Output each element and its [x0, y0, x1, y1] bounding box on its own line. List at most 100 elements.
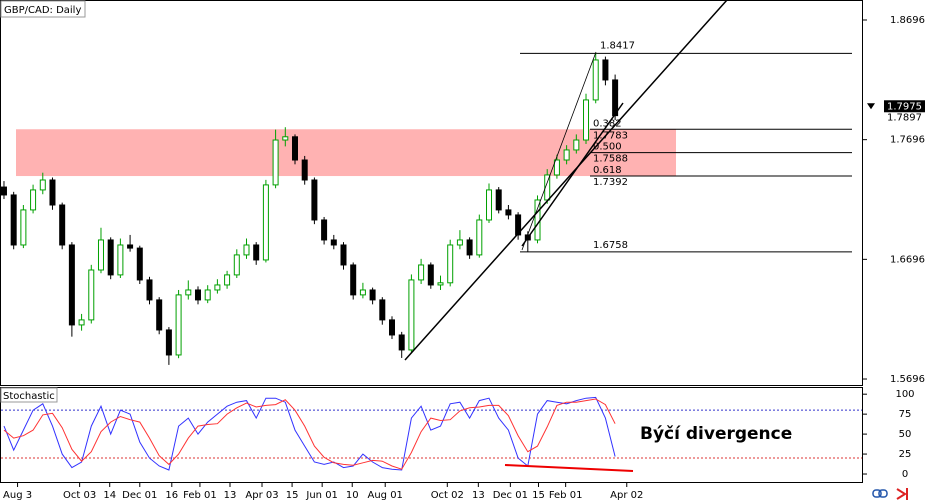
- candle-body: [146, 279, 153, 301]
- price-label: 1.7975: [887, 101, 922, 112]
- candle-body: [127, 244, 134, 249]
- candle-body: [447, 244, 454, 284]
- price-label: 1.7897: [887, 113, 922, 124]
- candle-body: [88, 269, 95, 321]
- y-tick-label: 0: [902, 469, 908, 480]
- link-icon[interactable]: [872, 489, 882, 498]
- price-marker: [867, 103, 875, 110]
- candle-body: [340, 244, 347, 266]
- candle-body: [534, 199, 541, 241]
- trendline: [521, 102, 624, 247]
- trendline: [404, 0, 728, 361]
- candle-body: [486, 189, 493, 221]
- candle-body: [495, 189, 502, 211]
- candle-body: [408, 279, 415, 351]
- x-tick-label: Aug 01: [367, 490, 402, 501]
- fib-price-label: 1.8417: [600, 40, 635, 51]
- fib-ratio-label: 0.382: [593, 118, 622, 129]
- stochastic-line: [3, 398, 616, 470]
- candle-body: [0, 186, 7, 196]
- y-tick-label: 1.7696: [890, 135, 925, 146]
- candle-body: [563, 149, 570, 161]
- candle-body: [553, 159, 560, 176]
- x-tick-label: 13: [472, 490, 485, 501]
- indicator-title: Stochastic: [3, 391, 55, 402]
- shift-icon[interactable]: [896, 488, 908, 500]
- candle-body: [68, 244, 75, 326]
- candle-body: [398, 334, 405, 351]
- candle-body: [224, 274, 231, 286]
- candle-body: [156, 299, 163, 331]
- y-tick-label: 75: [899, 409, 912, 420]
- candle-body: [272, 139, 279, 186]
- candle-body: [592, 59, 599, 101]
- y-tick-label: 1.8696: [890, 15, 925, 26]
- price-label-box: [884, 100, 925, 113]
- fib-diagonal: [521, 51, 597, 251]
- stochastic-panel: [0, 387, 863, 483]
- candle-body: [243, 244, 250, 256]
- candle-body: [214, 284, 221, 291]
- candle-body: [350, 264, 357, 296]
- x-tick-label: 16: [165, 490, 178, 501]
- candle-body: [330, 239, 337, 246]
- divergence-line: [504, 464, 634, 472]
- fib-ratio-label: 0.500: [593, 142, 622, 153]
- candle-body: [49, 179, 56, 206]
- candle-body: [437, 282, 444, 286]
- x-tick-label: Aug 3: [3, 490, 32, 501]
- candle-body: [282, 136, 289, 141]
- link-icon[interactable]: [878, 489, 888, 498]
- candle-body: [20, 209, 27, 246]
- candle-body: [165, 329, 172, 356]
- candle-body: [291, 136, 298, 161]
- x-tick-label: 15: [532, 490, 545, 501]
- candle-body: [573, 139, 580, 151]
- x-tick-label: 13: [224, 490, 237, 501]
- fib-price-label: 1.6758: [593, 240, 628, 251]
- indicator-box: [0, 387, 58, 403]
- candle-body: [97, 239, 104, 271]
- candle-body: [476, 219, 483, 256]
- candle-body: [389, 319, 396, 336]
- x-tick-label: Dec 01: [493, 490, 528, 501]
- candle-body: [602, 59, 609, 81]
- candle-body: [136, 247, 143, 281]
- chart-title: GBP/CAD: Daily: [4, 5, 81, 16]
- candle-body: [233, 254, 240, 276]
- candle-body: [204, 289, 211, 301]
- candle-body: [515, 214, 522, 236]
- candle-body: [78, 319, 85, 326]
- x-tick-label: Oct 02: [431, 490, 464, 501]
- candle-body: [185, 289, 192, 296]
- x-tick-label: Apr 02: [610, 490, 643, 501]
- candle-body: [505, 209, 512, 216]
- candle-body: [39, 179, 46, 191]
- fib-price-label: 1.7588: [593, 154, 628, 165]
- candle-body: [59, 204, 66, 246]
- fib-ratio-label: 0.618: [593, 165, 622, 176]
- x-tick-label: Feb 01: [183, 490, 217, 501]
- toolbar-icons: [872, 488, 908, 500]
- x-tick-label: 15: [286, 490, 299, 501]
- candle-body: [30, 189, 37, 211]
- candle-body: [427, 264, 434, 286]
- candle-body: [117, 244, 124, 276]
- candle-body: [253, 244, 260, 261]
- candle-body: [175, 294, 182, 356]
- x-tick-label: Oct 03: [63, 490, 96, 501]
- candle-body: [466, 239, 473, 256]
- stochastic-line: [3, 396, 616, 471]
- candle-body: [194, 289, 201, 301]
- y-tick-label: 1.6696: [890, 254, 925, 265]
- candle-body: [262, 184, 269, 261]
- fib-price-label: 1.7392: [593, 177, 628, 188]
- candle-body: [311, 179, 318, 221]
- y-tick-label: 25: [899, 449, 912, 460]
- y-tick-label: 1.5696: [890, 374, 925, 385]
- candle-body: [379, 299, 386, 321]
- main-panel: [0, 0, 863, 386]
- candle-body: [456, 239, 463, 246]
- candle-body: [359, 289, 366, 296]
